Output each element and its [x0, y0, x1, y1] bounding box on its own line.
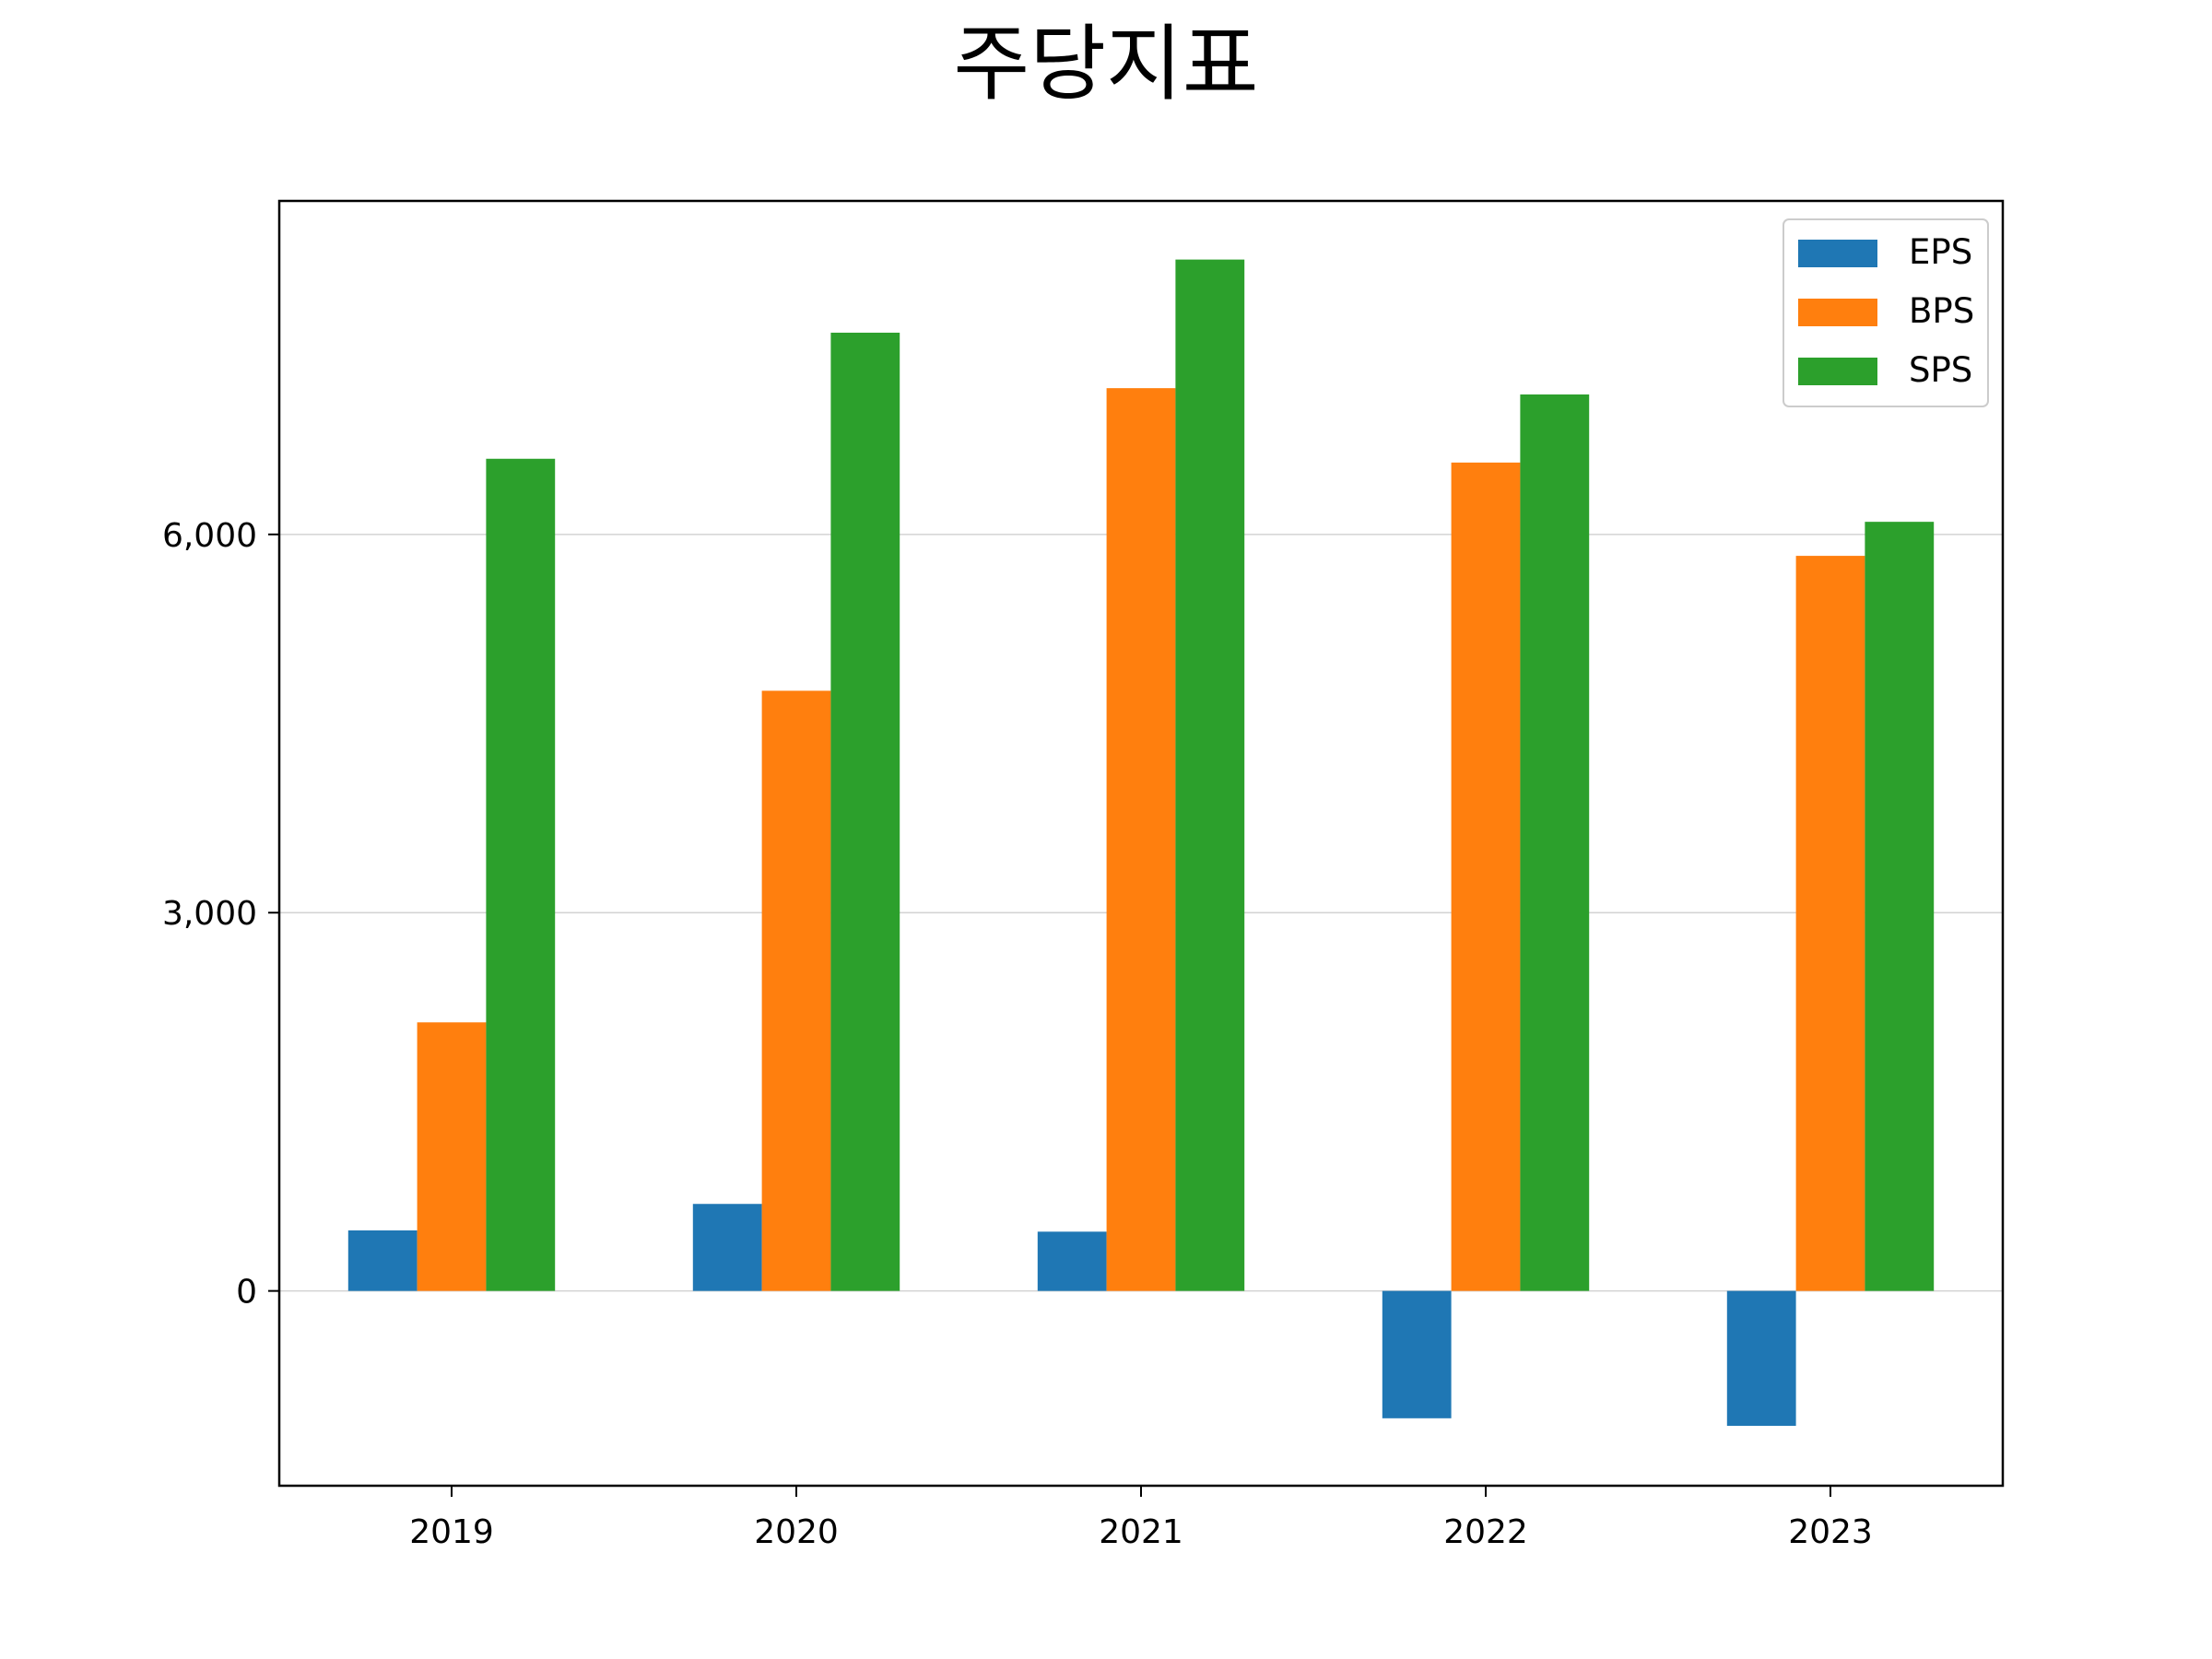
bar-bps-2019: [417, 1022, 487, 1291]
bars: [347, 259, 1935, 1427]
y-tick-label: 6,000: [162, 517, 257, 555]
bar-sps-2021: [1175, 259, 1245, 1291]
x-tick-label: 2022: [1443, 1513, 1528, 1551]
bar-eps-2022: [1382, 1290, 1452, 1418]
legend-swatch-sps: [1798, 358, 1877, 385]
legend-label-bps: BPS: [1909, 291, 1974, 331]
x-tick-label: 2021: [1099, 1513, 1183, 1551]
legend: EPS BPS SPS: [1783, 218, 1989, 407]
legend-label-eps: EPS: [1909, 232, 1972, 272]
y-tick-label: 0: [236, 1274, 257, 1312]
x-axis: 2019 2020 2021 2022 2023: [409, 1486, 1873, 1551]
chart-title: 주당지표: [953, 16, 1259, 112]
bar-bps-2021: [1106, 388, 1176, 1291]
bar-eps-2023: [1726, 1290, 1796, 1427]
bar-bps-2023: [1795, 556, 1865, 1291]
y-axis: 0 3,000 6,000: [162, 517, 279, 1312]
bar-sps-2023: [1865, 522, 1935, 1291]
legend-swatch-bps: [1798, 299, 1877, 326]
bar-bps-2022: [1451, 462, 1521, 1291]
bar-eps-2020: [692, 1204, 762, 1291]
bar-sps-2020: [830, 332, 900, 1291]
bar-eps-2019: [347, 1230, 418, 1291]
legend-swatch-eps: [1798, 240, 1877, 267]
bar-sps-2019: [486, 458, 556, 1291]
y-tick-label: 3,000: [162, 895, 257, 933]
x-tick-label: 2019: [409, 1513, 494, 1551]
x-tick-label: 2020: [754, 1513, 839, 1551]
bar-bps-2020: [761, 690, 831, 1291]
bar-eps-2021: [1037, 1231, 1107, 1291]
legend-label-sps: SPS: [1909, 350, 1972, 390]
x-tick-label: 2023: [1788, 1513, 1873, 1551]
bar-sps-2022: [1520, 394, 1590, 1291]
